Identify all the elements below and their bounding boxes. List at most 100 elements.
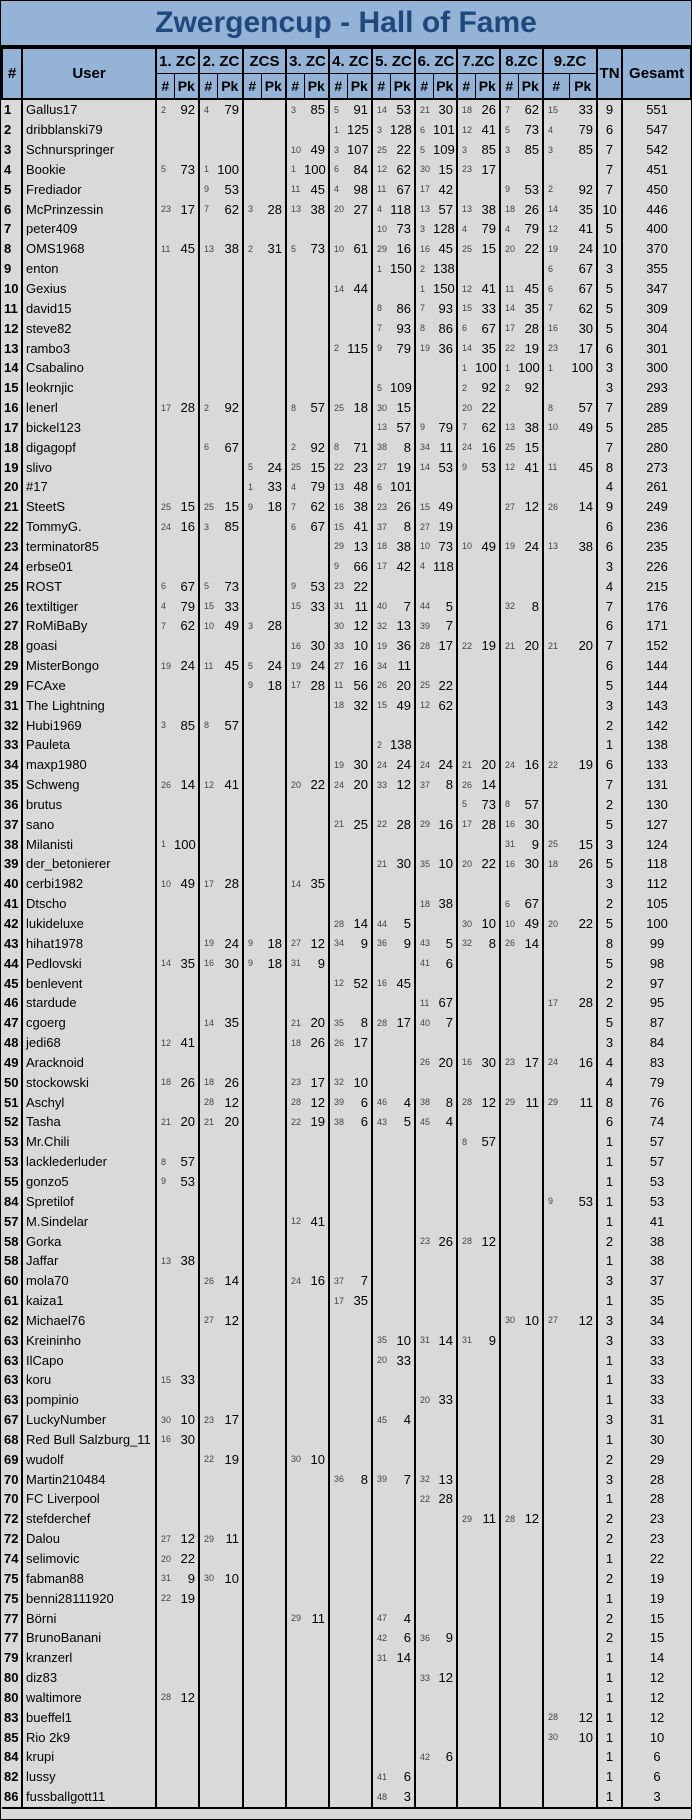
empty-cell <box>457 695 475 715</box>
empty-cell <box>500 1449 518 1469</box>
total-cell: 300 <box>646 360 668 376</box>
empty-cell <box>243 517 261 537</box>
points-cell: 79 <box>475 219 502 239</box>
total-cell: 249 <box>646 499 668 515</box>
empty-cell <box>518 1548 545 1569</box>
rank-cell: 74 <box>2 1548 23 1569</box>
total-cell: 28 <box>649 1471 665 1487</box>
subheader-row: # Pk # Pk # Pk # Pk # Pk # Pk # Pk # Pk # Pk # Pk <box>2 73 691 100</box>
user-cell: lukideluxe <box>22 913 157 934</box>
empty-cell <box>286 298 304 318</box>
empty-cell <box>390 1211 416 1232</box>
points-cell: 16 <box>390 238 416 259</box>
empty-cell <box>543 477 569 497</box>
empty-cell <box>217 139 244 160</box>
points-cell: 45 <box>518 278 545 299</box>
empty-cell <box>457 656 475 676</box>
empty-cell <box>390 1250 416 1271</box>
empty-cell <box>243 1668 261 1688</box>
empty-cell <box>543 1330 569 1350</box>
points-cell: 33 <box>174 1370 200 1390</box>
empty-cell <box>243 537 261 557</box>
table-row: 32 Hubi1969 3 85 8 57 2 142 <box>2 715 691 735</box>
empty-cell <box>286 1767 304 1787</box>
tn-cell: 2 <box>597 1508 624 1529</box>
user-cell: wudolf <box>22 1449 157 1470</box>
points-cell: 20 <box>518 635 545 656</box>
position-cell: 23 <box>291 1077 302 1088</box>
empty-cell <box>543 1112 569 1132</box>
empty-cell <box>217 635 244 656</box>
points-cell: 9 <box>390 933 416 954</box>
total-cell: 37 <box>649 1273 665 1289</box>
position-cell: 13 <box>161 1255 172 1266</box>
empty-cell <box>243 576 261 596</box>
table-row: 16 lenerl 17 28 2 92 8 57 25 18 30 15 20 22 8 57 7 289 <box>2 397 691 418</box>
empty-cell <box>199 1668 217 1688</box>
tn-cell: 4 <box>597 576 624 597</box>
points-cell: 4 <box>390 1092 416 1113</box>
empty-cell <box>261 596 287 616</box>
empty-cell <box>347 1310 373 1331</box>
position-cell: 12 <box>462 124 473 135</box>
empty-cell <box>569 933 599 954</box>
tn-cell: 1 <box>597 1727 624 1748</box>
points-cell: 26 <box>390 496 416 517</box>
empty-cell <box>261 1370 287 1390</box>
empty-cell <box>199 556 217 576</box>
user-cell: M.Sindelar <box>22 1211 157 1232</box>
rank-cell: 57 <box>2 1211 23 1232</box>
empty-cell <box>243 1211 261 1231</box>
points-cell: 57 <box>217 715 244 735</box>
empty-cell <box>415 735 433 755</box>
points-subheader: Pk <box>517 73 545 100</box>
empty-cell <box>569 1429 599 1450</box>
empty-cell <box>518 695 545 716</box>
points-cell: 14 <box>433 1330 458 1351</box>
points-cell: 12 <box>304 1092 330 1113</box>
empty-cell <box>304 258 330 279</box>
position-cell: 22 <box>291 1116 302 1127</box>
total-cell: 131 <box>646 777 668 793</box>
empty-cell <box>433 1608 458 1628</box>
empty-cell <box>199 695 217 715</box>
empty-cell <box>543 1291 569 1311</box>
position-cell: 6 <box>462 323 468 334</box>
position-cell: 7 <box>204 204 210 215</box>
position-cell: 25 <box>334 402 345 413</box>
table-row: 55 gonzo5 9 53 1 53 <box>2 1171 691 1192</box>
rank-cell: 5 <box>2 179 23 200</box>
empty-cell <box>543 160 569 180</box>
position-cell: 19 <box>161 660 172 671</box>
points-cell: 25 <box>347 814 373 835</box>
empty-cell <box>500 616 518 636</box>
empty-cell <box>174 1350 200 1370</box>
empty-cell <box>390 1072 416 1093</box>
empty-cell <box>174 635 200 656</box>
empty-cell <box>217 735 244 755</box>
empty-cell <box>261 1409 287 1430</box>
points-cell: 17 <box>174 199 200 220</box>
position-cell: 11 <box>204 660 214 671</box>
table-row: 13 rambo3 2 115 9 79 19 36 14 35 22 19 23 17 6 301 <box>2 338 691 358</box>
rank-cell: 72 <box>2 1508 23 1529</box>
empty-cell <box>174 1270 200 1291</box>
rank-cell: 40 <box>2 873 23 894</box>
points-cell: 12 <box>174 1687 200 1708</box>
points-cell: 27 <box>347 199 373 220</box>
empty-cell <box>156 1330 174 1350</box>
rank-cell: 85 <box>2 1727 23 1748</box>
empty-cell <box>433 1350 458 1370</box>
empty-cell <box>217 1250 244 1271</box>
table-row: 74 selimovic 20 22 1 22 <box>2 1548 691 1569</box>
points-cell: 30 <box>390 854 416 874</box>
position-cell: 22 <box>377 819 388 830</box>
empty-cell <box>174 318 200 339</box>
empty-cell <box>243 1727 261 1747</box>
empty-cell <box>199 1509 217 1529</box>
user-cell: #17 <box>22 477 157 497</box>
position-cell: 28 <box>161 1692 172 1703</box>
empty-cell <box>372 1489 390 1509</box>
position-subheader: # <box>371 73 391 100</box>
tn-cell: 2 <box>597 973 624 993</box>
